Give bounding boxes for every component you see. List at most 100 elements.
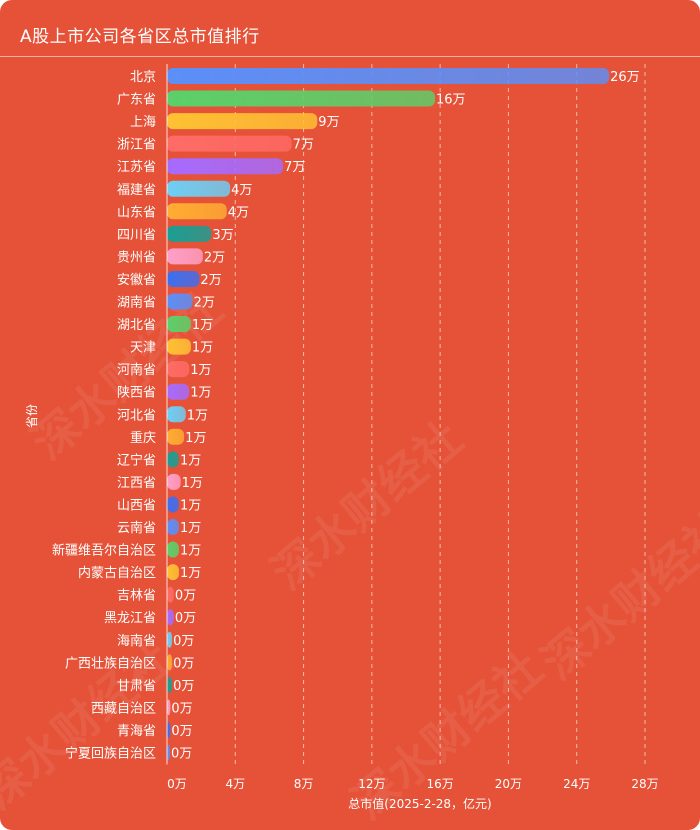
y-category-label: 海南省: [117, 633, 156, 649]
bar: [167, 721, 171, 738]
y-category-label: 新疆维吾尔自治区: [52, 543, 156, 559]
bar-value-label: 1万: [180, 544, 201, 559]
bar: [167, 564, 179, 581]
bar: [167, 270, 200, 287]
bar: [167, 338, 191, 355]
bar-value-label: 0万: [173, 634, 194, 649]
bar: [167, 631, 173, 648]
y-category-label: 河北省: [117, 408, 156, 423]
y-category-label: 四川省: [117, 228, 156, 243]
y-category-label: 重庆: [130, 430, 156, 446]
y-category-label: 湖南省: [117, 295, 156, 311]
y-category-label: 天津: [130, 341, 156, 356]
y-category-label: 宁夏回族自治区: [65, 746, 156, 762]
bar-value-label: 7万: [284, 160, 305, 175]
bar-value-label: 4万: [228, 205, 249, 220]
title-divider: [0, 56, 700, 57]
bar-value-label: 1万: [192, 341, 213, 356]
x-tick-label: 16万: [427, 777, 454, 791]
y-category-label: 广西壮族自治区: [65, 655, 156, 671]
x-tick-label: 24万: [563, 777, 590, 791]
chart-title: A股上市公司各省区总市值排行: [20, 27, 260, 47]
bar-value-label: 16万: [436, 93, 466, 108]
y-category-label: 上海: [130, 115, 156, 130]
bar: [167, 135, 292, 152]
y-category-label: 北京: [130, 70, 156, 85]
y-category-label: 福建省: [117, 183, 156, 198]
bar-value-label: 3万: [212, 228, 233, 243]
x-tick-label: 28万: [631, 777, 658, 791]
bar-value-label: 1万: [180, 566, 201, 581]
bar: [167, 158, 284, 175]
x-tick-label: 12万: [358, 777, 385, 791]
bar: [167, 428, 185, 445]
bar-value-label: 0万: [175, 589, 196, 604]
bar-value-label: 0万: [173, 679, 194, 694]
bar: [167, 248, 203, 265]
bar: [167, 225, 212, 242]
y-category-label: 甘肃省: [117, 679, 156, 694]
bar: [167, 744, 170, 761]
y-category-label: 安徽省: [117, 273, 156, 288]
bar-value-label: 1万: [180, 521, 201, 536]
bar: [167, 316, 191, 333]
x-tick-label: 20万: [495, 777, 522, 791]
bar-value-label: 7万: [293, 138, 314, 153]
bar: [167, 293, 193, 310]
x-tick-label: 4万: [225, 777, 245, 791]
bar-value-label: 1万: [185, 431, 206, 446]
bar-value-label: 0万: [171, 701, 192, 716]
x-tick-label: 8万: [294, 777, 314, 791]
bar-value-label: 2万: [200, 273, 221, 288]
y-category-label: 西藏自治区: [91, 701, 156, 716]
bar-value-label: 1万: [180, 498, 201, 513]
bar-value-label: 1万: [187, 408, 208, 423]
bar-value-label: 2万: [194, 296, 215, 311]
y-category-label: 山西省: [117, 498, 156, 513]
y-axis-title: 省份: [25, 404, 39, 428]
bar-value-label: 2万: [204, 250, 225, 265]
bar-value-label: 0万: [171, 724, 192, 739]
bar-value-label: 0万: [175, 611, 196, 626]
y-category-label: 吉林省: [117, 589, 156, 604]
bar: [167, 473, 181, 490]
bar-value-label: 26万: [610, 70, 640, 85]
bar: [167, 451, 179, 468]
bar: [167, 180, 231, 197]
bar-value-label: 1万: [190, 386, 211, 401]
x-axis-title: 总市值(2025-2-28，亿元): [348, 796, 491, 811]
bar: [167, 676, 173, 693]
bar-value-label: 4万: [231, 183, 252, 198]
bar: [167, 68, 610, 84]
y-category-label: 青海省: [117, 724, 156, 739]
bar-value-label: 0万: [173, 656, 194, 671]
bar-value-label: 1万: [182, 476, 203, 491]
bar: [167, 519, 179, 535]
bar-value-label: 1万: [192, 318, 213, 333]
bar: [167, 203, 227, 220]
bar: [167, 90, 436, 107]
bar: [167, 113, 318, 130]
y-category-label: 江西省: [117, 476, 156, 491]
bar-value-label: 1万: [190, 363, 211, 378]
bar: [167, 361, 190, 378]
y-category-label: 广东省: [117, 93, 156, 108]
bar: [167, 383, 190, 400]
y-category-label: 黑龙江省: [104, 611, 156, 626]
y-category-label: 江苏省: [117, 159, 156, 175]
bars: [167, 68, 610, 761]
y-category-label: 辽宁省: [117, 452, 156, 468]
x-tick-label: 0万: [167, 777, 187, 791]
y-category-label: 浙江省: [117, 138, 156, 153]
y-category-label: 贵州省: [117, 250, 156, 265]
bar: [167, 699, 171, 716]
y-category-label: 河南省: [117, 362, 156, 378]
bar: [167, 541, 179, 558]
y-category-label: 山东省: [117, 205, 156, 220]
bar-value-label: 9万: [318, 115, 339, 130]
bar: [167, 586, 174, 603]
bar-value-label: 0万: [171, 747, 192, 762]
